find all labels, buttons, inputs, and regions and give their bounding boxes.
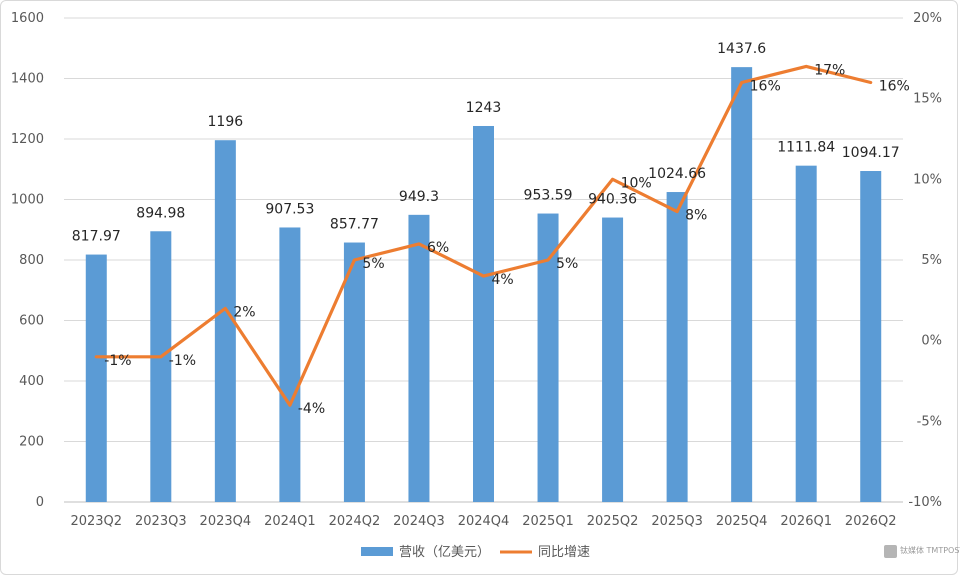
- bar: [666, 192, 688, 502]
- left-tick-label: 400: [19, 374, 44, 389]
- right-tick-label: 20%: [913, 11, 942, 26]
- line-value-label: 10%: [621, 175, 652, 191]
- bar-value-label: 857.77: [330, 217, 379, 233]
- bar-value-label: 1196: [208, 114, 244, 130]
- category-label: 2025Q3: [651, 514, 703, 529]
- bar: [214, 140, 236, 502]
- category-label: 2023Q2: [70, 514, 122, 529]
- left-tick-label: 800: [19, 253, 44, 268]
- right-tick-label: 0%: [921, 334, 942, 349]
- line-value-label: 6%: [427, 240, 449, 256]
- line-value-label: 16%: [879, 79, 910, 95]
- category-label: 2023Q4: [200, 514, 252, 529]
- bar-value-label: 1024.66: [648, 166, 706, 182]
- right-tick-label: -10%: [908, 495, 942, 510]
- bar-value-label: 1094.17: [842, 145, 900, 161]
- left-tick-label: 1400: [11, 72, 44, 87]
- left-tick-label: 200: [19, 435, 44, 450]
- legend: 营收（亿美元） 同比增速: [361, 545, 590, 560]
- watermark-logo-icon: [884, 545, 897, 558]
- category-label: 2023Q3: [135, 514, 187, 529]
- bar: [860, 171, 882, 502]
- watermark-text: 钛媒体 TMTPOST: [900, 545, 960, 555]
- line-value-label: 5%: [556, 256, 578, 272]
- right-tick-label: 5%: [921, 253, 942, 268]
- bar-value-label: 907.53: [265, 201, 314, 217]
- category-label: 2026Q1: [780, 514, 832, 529]
- bar-value-label: 1243: [466, 100, 502, 116]
- bar: [602, 217, 624, 502]
- left-tick-label: 1000: [11, 193, 44, 208]
- category-label: 2025Q2: [587, 514, 639, 529]
- legend-bar-swatch: [361, 547, 393, 556]
- category-label: 2024Q3: [393, 514, 445, 529]
- bar-value-label: 817.97: [72, 229, 121, 245]
- left-tick-label: 0: [36, 495, 44, 510]
- bar: [537, 213, 559, 502]
- line-value-label: -1%: [104, 353, 131, 369]
- bar: [731, 67, 753, 502]
- line-series: [94, 64, 873, 407]
- category-label: 2026Q2: [845, 514, 897, 529]
- bar-series: [85, 67, 882, 503]
- bar-value-label: 953.59: [524, 188, 573, 204]
- line-value-label: 16%: [750, 79, 781, 95]
- line-value-label: 5%: [362, 256, 384, 272]
- bar-value-label: 894.98: [136, 205, 185, 221]
- left-axis-ticks: 0 200 400 600 800 1000 1200 1400 1600: [11, 11, 44, 510]
- bar: [343, 242, 365, 502]
- bar: [408, 214, 430, 503]
- line-value-label: 4%: [492, 272, 514, 288]
- bar: [150, 231, 172, 502]
- line-value-label: -1%: [169, 353, 196, 369]
- category-label: 2024Q4: [458, 514, 510, 529]
- right-axis-ticks: -10% -5% 0% 5% 10% 15% 20%: [908, 11, 942, 510]
- bar: [85, 254, 107, 502]
- right-tick-label: -5%: [917, 414, 942, 429]
- bar-value-label: 1437.6: [717, 41, 766, 57]
- line-value-label: 2%: [233, 304, 255, 320]
- line-value-label: -4%: [298, 401, 325, 417]
- line-value-label: 8%: [685, 208, 707, 224]
- category-label: 2025Q4: [716, 514, 768, 529]
- category-label: 2024Q2: [329, 514, 381, 529]
- bar: [795, 165, 817, 502]
- category-labels: 2023Q2 2023Q3 2023Q4 2024Q1 2024Q2 2024Q3 2024…: [70, 514, 896, 529]
- bar-data-labels: 817.97 894.98 1196 907.53 857.77 949.3 1243 953…: [72, 41, 900, 244]
- bar: [279, 227, 301, 502]
- right-tick-label: 10%: [913, 172, 942, 187]
- growth-line: [94, 64, 873, 407]
- left-tick-label: 1600: [11, 11, 44, 26]
- left-tick-label: 1200: [11, 132, 44, 147]
- line-value-label: 17%: [814, 62, 845, 78]
- bar-value-label: 949.3: [399, 189, 439, 205]
- category-label: 2025Q1: [522, 514, 574, 529]
- legend-line-label: 同比增速: [538, 545, 590, 560]
- bar-value-label: 1111.84: [777, 140, 835, 156]
- left-tick-label: 600: [19, 314, 44, 329]
- line-data-labels: -1% -1% 2% -4% 5% 6% 4% 5% 10% 8% 16% 17% 16%: [104, 62, 910, 417]
- category-label: 2024Q1: [264, 514, 316, 529]
- bar-value-label: 940.36: [588, 192, 637, 208]
- legend-bar-label: 营收（亿美元）: [399, 545, 490, 560]
- bar: [473, 125, 494, 503]
- gridlines: [64, 17, 903, 503]
- watermark: 钛媒体 TMTPOST: [884, 545, 960, 558]
- right-tick-label: 15%: [913, 92, 942, 107]
